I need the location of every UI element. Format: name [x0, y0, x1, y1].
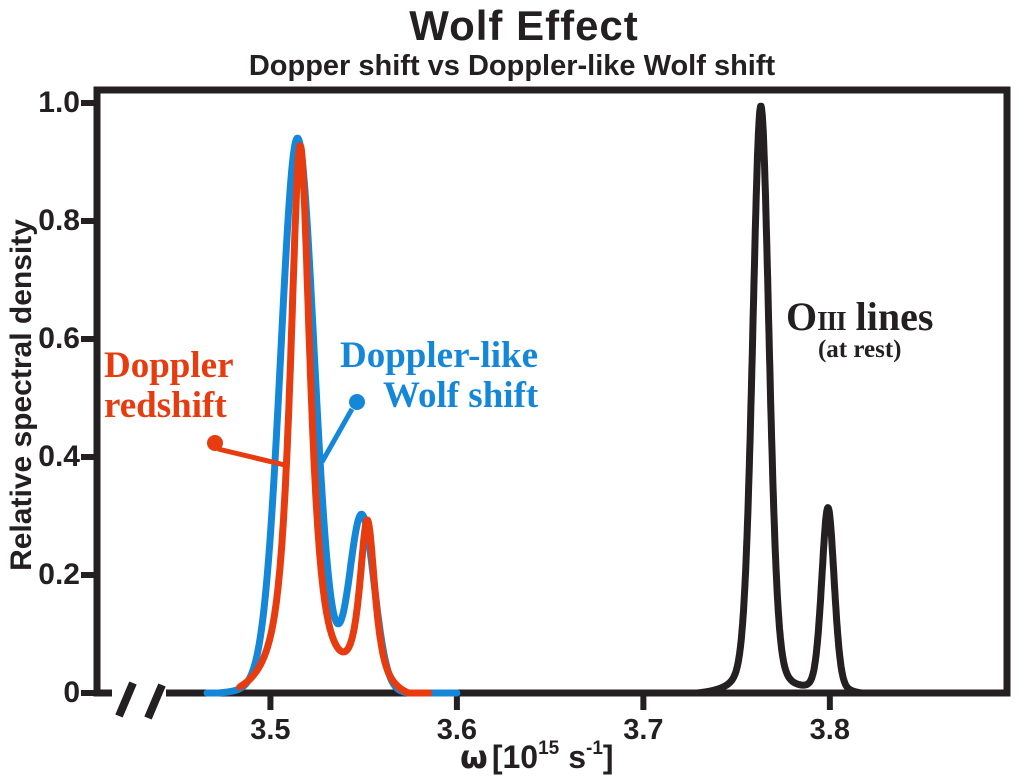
oiii-at-rest: (at rest): [817, 336, 902, 364]
axis-break-slash: [144, 683, 166, 720]
chart-subtitle: Dopper shift vs Doppler-like Wolf shift: [248, 50, 776, 82]
oiii-lines-word: lines: [845, 294, 934, 339]
x-axis-title: ω [1015 s-1]: [460, 738, 614, 776]
x-tick-label: 3.7: [623, 714, 664, 746]
x-tick-label: 3.6: [436, 714, 478, 746]
legend-wolf-shift: Doppler-like Wolf shift: [340, 336, 538, 416]
y-tick-label: 1.0: [38, 86, 80, 119]
doppler-leader-line: [217, 446, 290, 469]
legend-wolf-line1: Doppler-like: [340, 335, 539, 376]
curve-o-iii-lines-at-rest-: [690, 102, 918, 697]
y-tick-label: 0: [63, 676, 80, 709]
chart-title: Wolf Effect: [409, 2, 639, 49]
plot-frame: [93, 86, 1011, 697]
xlabel-bracket-close: ]: [602, 739, 614, 775]
x-tick-label: 3.5: [250, 714, 291, 746]
legend-doppler-redshift: Doppler redshift: [104, 346, 234, 426]
xlabel-unit: s: [568, 739, 586, 775]
curve-doppler-redshift: [236, 142, 433, 697]
y-tick-label: 0.8: [38, 204, 80, 237]
omega-symbol: ω: [460, 738, 488, 776]
legend-oiii-lines: OIII lines (at rest): [786, 295, 933, 363]
y-tick-label: 0.4: [38, 440, 80, 473]
x-tick-label: 3.8: [809, 714, 850, 746]
xlabel-bracket-open: [10: [491, 739, 539, 775]
wolf-leader-line: [319, 407, 355, 464]
legend-doppler-line1: Doppler: [104, 345, 234, 386]
legend-doppler-line2: redshift: [104, 384, 227, 426]
xlabel-exponent: 15: [538, 738, 560, 760]
y-tick-label: 0.6: [38, 322, 80, 355]
xlabel-unit-exponent: -1: [586, 738, 603, 760]
legend-wolf-line2: Wolf shift: [383, 374, 539, 416]
oiii-symbol: O: [786, 294, 818, 339]
doppler-leader-dot: [207, 435, 223, 451]
oiii-roman-numeral: III: [817, 306, 847, 336]
axis-break-slash: [115, 681, 137, 718]
wolf-leader-dot: [349, 394, 365, 410]
y-tick-label: 0.2: [38, 558, 80, 591]
